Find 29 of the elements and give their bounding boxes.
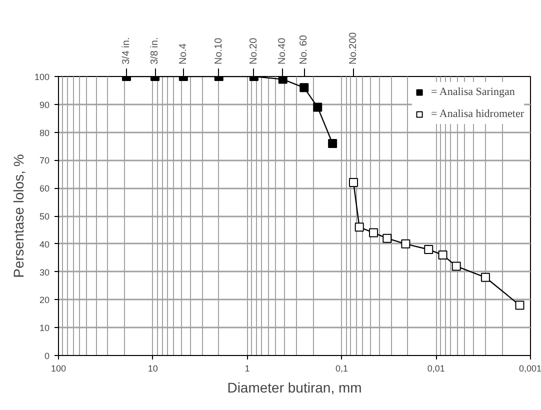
annotation: No.10 [213, 37, 224, 64]
y-tick-label: 60 [39, 184, 50, 194]
y-tick-label: 30 [39, 267, 50, 278]
y-tick-label: 10 [39, 323, 50, 334]
y-tick-label: 50 [39, 212, 50, 222]
annotation: No.40 [276, 37, 288, 64]
y-tick-label: 70 [39, 156, 50, 166]
y-tick-label: 0 [44, 351, 50, 361]
x-tick-label: 0,01 [427, 364, 445, 374]
x-tick-label: 100 [50, 364, 66, 374]
legend-label: = Analisa Saringan [431, 86, 515, 98]
annotation: No.200 [348, 32, 359, 64]
annotation: 3/8 in. [150, 37, 161, 64]
y-tick-label: 80 [39, 128, 50, 138]
legend-label: = Analisa hidrometer [431, 108, 524, 120]
annotation: No.4 [178, 42, 189, 64]
y-tick-label: 100 [34, 72, 50, 82]
x-tick-label: 0,1 [335, 364, 348, 374]
annotation: 3/4 in. [120, 37, 132, 64]
y-tick-label: 90 [39, 100, 50, 110]
x-tick-label: 10 [148, 364, 158, 374]
annotation: No.20 [248, 37, 260, 64]
y-tick-label: 20 [39, 295, 50, 306]
x-tick-label: 0,001 [518, 364, 541, 374]
y-axis-title: Persentase lolos, % [10, 154, 26, 278]
x-axis-title: Diameter butiran, mm [227, 380, 362, 396]
x-tick-label: 1 [244, 364, 250, 374]
annotation: No. 60 [298, 34, 310, 64]
y-tick-label: 40 [39, 239, 50, 250]
